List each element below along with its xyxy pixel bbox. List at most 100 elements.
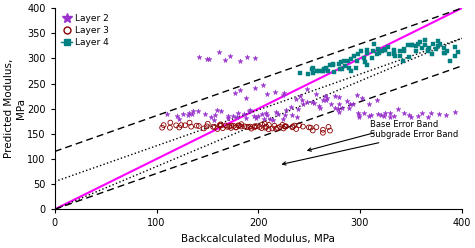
Point	[396, 54, 404, 58]
Point	[451, 45, 459, 49]
Point	[310, 101, 317, 105]
Point	[305, 125, 313, 129]
Point	[268, 126, 276, 130]
Point	[298, 98, 306, 102]
Point	[203, 57, 211, 61]
Point	[282, 108, 289, 112]
Point	[242, 96, 249, 100]
Point	[407, 115, 414, 119]
Point	[335, 102, 343, 106]
Point	[323, 66, 330, 70]
Point	[258, 123, 266, 127]
Point	[379, 49, 386, 53]
Point	[429, 42, 437, 46]
Point	[353, 59, 361, 62]
Point	[412, 44, 420, 48]
Point	[349, 102, 357, 106]
Point	[424, 115, 432, 119]
Point	[320, 67, 327, 71]
Point	[172, 123, 180, 127]
Point	[276, 125, 284, 129]
X-axis label: Backcalculated Modulus, MPa: Backcalculated Modulus, MPa	[181, 234, 335, 244]
Text: Subgrade Error Band: Subgrade Error Band	[283, 130, 458, 165]
Point	[380, 115, 388, 119]
Point	[451, 54, 459, 58]
Point	[412, 49, 420, 53]
Point	[243, 55, 250, 59]
Point	[261, 122, 268, 126]
Point	[180, 112, 187, 116]
Point	[251, 56, 259, 60]
Point	[173, 114, 180, 118]
Point	[440, 51, 448, 55]
Point	[278, 123, 286, 127]
Legend: Layer 2, Layer 3, Layer 4: Layer 2, Layer 3, Layer 4	[59, 13, 110, 49]
Point	[251, 124, 258, 128]
Point	[289, 124, 296, 128]
Point	[292, 97, 300, 101]
Point	[245, 109, 253, 113]
Point	[418, 111, 426, 115]
Point	[222, 58, 229, 62]
Point	[360, 56, 368, 60]
Point	[368, 56, 376, 60]
Point	[189, 109, 196, 113]
Point	[309, 100, 316, 104]
Point	[295, 123, 303, 127]
Point	[322, 98, 330, 102]
Point	[343, 99, 351, 103]
Point	[227, 126, 235, 130]
Point	[432, 47, 440, 51]
Point	[400, 111, 408, 115]
Point	[263, 113, 270, 117]
Point	[315, 69, 323, 73]
Point	[200, 126, 208, 130]
Point	[315, 104, 323, 108]
Point	[160, 123, 167, 127]
Point	[332, 94, 339, 98]
Point	[201, 113, 209, 117]
Point	[188, 112, 196, 116]
Point	[387, 115, 394, 119]
Point	[338, 106, 346, 110]
Point	[367, 113, 374, 117]
Point	[250, 114, 258, 118]
Point	[247, 125, 254, 129]
Point	[256, 125, 264, 129]
Point	[390, 52, 398, 56]
Point	[206, 58, 213, 62]
Point	[376, 51, 383, 55]
Point	[341, 64, 349, 68]
Point	[396, 49, 404, 53]
Point	[353, 93, 361, 97]
Point	[374, 47, 381, 51]
Point	[418, 46, 426, 50]
Point	[421, 38, 429, 42]
Point	[330, 70, 338, 74]
Point	[312, 92, 320, 96]
Point	[213, 108, 221, 112]
Point	[336, 67, 343, 71]
Point	[325, 125, 332, 129]
Point	[319, 128, 327, 132]
Point	[385, 52, 393, 56]
Point	[363, 63, 371, 67]
Point	[299, 102, 307, 106]
Point	[263, 125, 270, 129]
Point	[404, 43, 411, 47]
Point	[327, 102, 335, 106]
Point	[408, 43, 416, 47]
Point	[330, 62, 337, 66]
Point	[373, 98, 380, 102]
Point	[224, 114, 232, 118]
Point	[261, 117, 268, 121]
Point	[203, 124, 210, 128]
Point	[294, 107, 302, 111]
Point	[345, 106, 353, 110]
Point	[322, 66, 330, 70]
Point	[391, 54, 399, 58]
Point	[245, 125, 253, 129]
Point	[177, 123, 185, 127]
Point	[281, 124, 289, 128]
Point	[334, 107, 342, 111]
